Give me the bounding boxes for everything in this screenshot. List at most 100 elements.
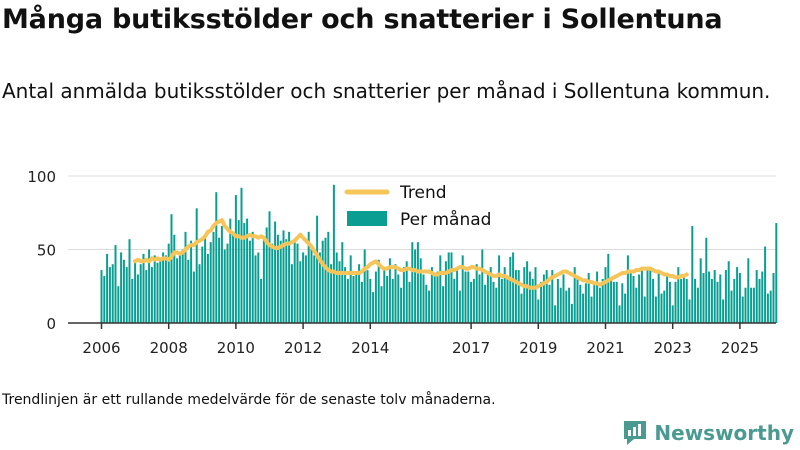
bar [251,231,254,323]
bar [383,267,386,323]
bar [360,281,363,323]
bar [117,286,120,323]
bar [327,231,330,323]
bar [517,270,520,323]
bar [243,223,246,323]
bar [576,278,579,323]
bar [657,273,660,323]
bar [106,253,109,323]
bar [103,275,106,323]
bar [769,290,772,323]
bar [184,231,187,323]
bar [708,271,711,323]
bar [764,246,767,323]
bar [671,305,674,323]
bar [573,267,576,323]
bar [534,267,537,323]
trend-line [133,218,689,290]
bar [330,264,333,323]
bar [318,252,321,323]
bar [750,287,753,323]
bar [464,271,467,323]
bar [727,261,730,323]
bar [150,267,153,323]
chart-subtitle: Antal anmälda butiksstölder och snatteri… [2,79,771,103]
footnote: Trendlinjen är ett rullande medelvärde f… [2,392,496,408]
bar [710,278,713,323]
bar [526,261,529,323]
bar [470,281,473,323]
bar [467,271,470,323]
bar [341,242,344,323]
bar [111,264,114,323]
bar [531,278,534,323]
x-tick-label: 2021 [586,339,624,357]
bar [374,271,377,323]
bar [478,274,481,323]
bar [528,271,531,323]
bar [260,278,263,323]
bar [503,267,506,323]
x-tick-label: 2019 [519,339,557,357]
bar [178,252,181,323]
bar [176,258,179,323]
bar [190,240,193,323]
bar [307,231,310,323]
bar [274,221,277,323]
bar [386,275,389,323]
bar [366,270,369,323]
bar [232,231,235,323]
bar [752,287,755,323]
x-tick-label: 2017 [452,339,490,357]
x-tick-label: 2014 [351,339,389,357]
bar [304,255,307,323]
bar [296,243,299,323]
bar [738,273,741,323]
bar [394,264,397,323]
bar [377,259,380,323]
bar [145,270,148,323]
bar [380,286,383,323]
bar [313,255,316,323]
bar [414,249,417,323]
bar [674,281,677,323]
bar [472,278,475,323]
bar [397,274,400,323]
bar [761,271,764,323]
bar [187,259,190,323]
bar [430,267,433,323]
bar [629,270,632,323]
bar [358,264,361,323]
bar [218,237,221,323]
bar [702,273,705,323]
bar [136,274,139,323]
bar [498,255,501,323]
bar [428,290,431,323]
bar [570,303,573,323]
bar [666,275,669,323]
bar [458,290,461,323]
bar [632,275,635,323]
bar [442,286,445,323]
bar [500,278,503,323]
bar [388,258,391,323]
bar [131,278,134,323]
bar [209,242,212,323]
bar [444,261,447,323]
x-tick-label: 2006 [82,339,120,357]
legend-bars-label: Per månad [400,209,491,230]
bar [607,253,610,323]
bar [279,240,282,323]
bar [565,290,568,323]
bar [724,270,727,323]
bar [338,261,341,323]
bar [506,278,509,323]
bar [142,253,145,323]
bar [640,267,643,323]
bar [425,284,428,323]
bar [542,274,545,323]
y-tick-label: 50 [37,242,56,260]
bar [587,273,590,323]
bar [685,278,688,323]
bar [766,293,769,323]
